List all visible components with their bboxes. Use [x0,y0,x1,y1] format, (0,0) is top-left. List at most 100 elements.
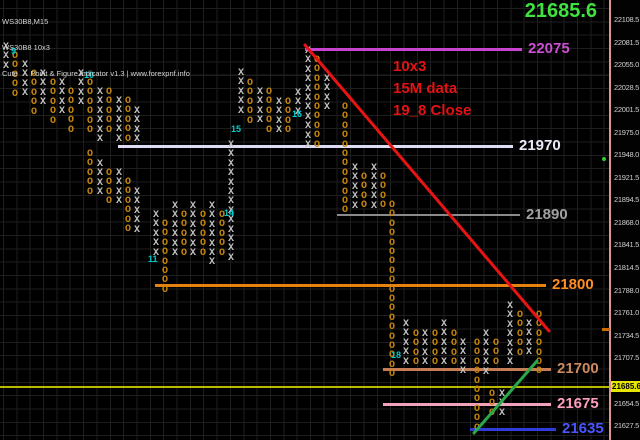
level-line-21675[interactable] [383,403,551,406]
pnf-x-symbol: X [421,338,428,350]
pnf-o-symbol: O [246,106,253,118]
pnf-o-symbol: O [388,341,395,352]
pnf-o-symbol: O [161,247,168,259]
pnf-x-symbol: X [115,186,122,198]
pnf-x-symbol: X [275,115,282,127]
pnf-x-symbol: X [152,247,159,259]
pnf-o-symbol: O [124,214,131,226]
pnf-x-symbol: X [115,105,122,117]
axis-current-price-badge: 21685.6 [611,381,640,392]
pnf-x-symbol: X [294,88,301,99]
pnf-o-symbol: O [388,369,395,381]
level-label-21700: 21700 [557,360,599,377]
level-line-21800[interactable] [155,284,546,287]
pnf-o-symbol: O [199,219,206,231]
indicator-credit-label: Cute Point & Figure indicator v1.3 | www… [2,68,190,78]
pnf-x-symbol: X [152,228,159,240]
pnf-x-symbol: X [227,215,234,227]
pnf-o-symbol: O [473,422,480,434]
pnf-o-symbol: O [161,228,168,240]
pnf-o-symbol: O [86,115,93,127]
axis-tick-22001.5: 22001.5 [614,105,640,114]
pnf-o-symbol: O [105,96,112,108]
axis-tick-21868.0: 21868.0 [614,218,640,227]
pnf-x-symbol: X [2,51,9,63]
pnf-x-symbol: X [171,248,178,259]
pnf-x-symbol: X [402,337,409,349]
level-line-21635[interactable] [470,428,556,431]
pnf-o-symbol: O [49,106,56,118]
pnf-x-symbol: X [294,97,301,109]
pnf-x-symbol: X [189,238,196,250]
pnf-x-symbol: X [237,86,244,98]
pnf-o-symbol: O [199,247,206,259]
pnf-o-symbol: O [388,359,395,371]
pnf-x-symbol: X [227,187,234,198]
pnf-x-symbol: X [208,238,215,250]
pnf-o-symbol: O [124,105,131,117]
pnf-o-symbol: O [535,328,542,340]
pnf-x-symbol: X [133,215,140,227]
pnf-o-symbol: O [313,139,320,151]
pnf-o-symbol: O [86,186,93,198]
pnf-o-symbol: O [180,238,187,250]
level-line-21700[interactable] [383,368,551,371]
chart-area[interactable]: WS30B8,M15 WS30B8 10x3 Cute Point & Figu… [0,0,609,440]
pnf-o-symbol: O [218,238,225,250]
pnf-o-symbol: O [105,87,112,98]
pnf-x-symbol: X [208,229,215,241]
pnf-x-symbol: X [171,210,178,222]
pnf-x-symbol: X [227,224,234,236]
pnf-x-symbol: X [459,366,466,378]
pnf-o-symbol: O [86,106,93,118]
pnf-x-symbol: X [152,238,159,250]
pnf-o-symbol: O [124,186,131,198]
pnf-x-symbol: X [189,201,196,212]
pnf-x-symbol: X [77,87,84,99]
pnf-x-symbol: X [58,78,65,89]
pnf-o-symbol: O [67,87,74,98]
level-line-21890[interactable] [337,214,520,216]
pnf-o-symbol: O [180,210,187,221]
pnf-o-symbol: O [86,149,93,160]
axis-tick-21761.0: 21761.0 [614,308,640,317]
pnf-x-symbol: X [171,201,178,212]
pnf-o-symbol: O [450,338,457,350]
pnf-x-symbol: X [21,60,28,71]
pnf-x-symbol: X [208,219,215,231]
pnf-o-symbol: O [67,105,74,117]
current-price-line[interactable] [0,386,609,388]
pnf-x-symbol: X [189,248,196,259]
pnf-x-symbol: X [459,356,466,368]
pnf-x-symbol: X [2,42,9,53]
pnf-x-symbol: X [39,78,46,90]
annotation-line-3: 19_8 Close [393,102,472,119]
pnf-o-symbol: O [86,177,93,189]
pnf-o-symbol: O [124,195,131,207]
pnf-x-symbol: X [39,87,46,99]
month-label-16: 16 [292,109,303,119]
pnf-x-symbol: X [133,115,140,127]
pnf-o-symbol: O [492,347,499,359]
pnf-x-symbol: X [171,219,178,231]
pnf-o-symbol: O [535,357,542,368]
pnf-o-symbol: O [412,357,419,369]
pnf-x-symbol: X [227,243,234,255]
pnf-x-symbol: X [294,106,301,118]
level-line-22075[interactable] [305,48,522,51]
pnf-o-symbol: O [412,338,419,350]
pnf-o-symbol: O [86,96,93,108]
price-axis[interactable]: 22108.5 22081.5 22055.0 22028.5 22001.5 21975… [602,0,640,440]
pnf-o-symbol: O [180,247,187,259]
pnf-x-symbol: X [189,210,196,222]
pnf-x-symbol: X [402,347,409,359]
pnf-o-symbol: O [246,87,253,99]
pnf-o-symbol: O [49,87,56,99]
level-label-22075: 22075 [528,40,570,57]
pnf-x-symbol: X [482,366,489,378]
chart-title-block: WS30B8,M15 WS30B8 10x3 Cute Point & Figu… [2,1,190,96]
level-label-21890: 21890 [526,206,568,223]
pnf-o-symbol: O [431,357,438,369]
pnf-o-symbol: O [30,87,37,99]
